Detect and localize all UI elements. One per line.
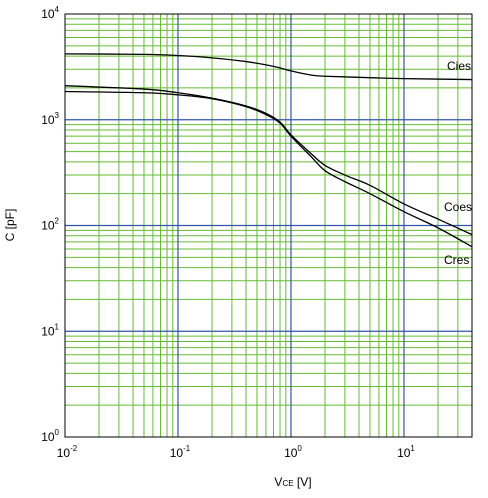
annotations: Cies Coes Cres: [444, 59, 472, 267]
x-tick-label: 10-1: [170, 444, 191, 460]
tick-exponent: -2: [70, 444, 78, 453]
series-label-coes: Coes: [444, 200, 472, 214]
x-tick-label: 10-2: [57, 444, 78, 460]
x-axis-label: VCE [V]: [274, 475, 311, 489]
tick-base: 10: [284, 446, 298, 460]
x-tick-label: 100: [284, 444, 302, 460]
tick-exponent: 2: [55, 217, 60, 226]
x-axis-label-subscript: CE: [282, 479, 293, 488]
tick-base: 10: [41, 113, 55, 127]
tick-base: 10: [41, 324, 55, 338]
tick-exponent: 4: [55, 5, 60, 14]
series-line-cres: [64, 90, 473, 248]
y-tick-label: 102: [41, 217, 59, 233]
tick-base: 10: [57, 446, 71, 460]
tick-base: 10: [397, 446, 411, 460]
y-tick-label: 104: [41, 5, 59, 21]
series-line-coes: [64, 85, 473, 236]
tick-exponent: 1: [55, 322, 60, 331]
x-axis-label-main: V: [274, 475, 282, 489]
tick-exponent: 3: [55, 111, 60, 120]
series-layer: [64, 53, 473, 248]
series-label-cres: Cres: [444, 253, 469, 267]
plot-frame: [64, 13, 473, 438]
tick-base: 10: [170, 446, 184, 460]
y-tick-label: 101: [41, 322, 59, 338]
tick-exponent: 0: [55, 428, 60, 437]
tick-base: 10: [41, 219, 55, 233]
x-tick-label: 101: [397, 444, 415, 460]
y-axis-label: C [pF]: [3, 209, 17, 242]
x-axis-label-unit: [V]: [294, 475, 312, 489]
series-label-cies: Cies: [447, 59, 471, 73]
tick-exponent: -1: [183, 444, 191, 453]
grid: [65, 14, 472, 437]
y-tick-label: 103: [41, 111, 59, 127]
tick-exponent: 0: [297, 444, 302, 453]
tick-base: 10: [41, 430, 55, 444]
tick-exponent: 1: [410, 444, 415, 453]
series-line-cies: [64, 53, 473, 81]
y-tick-label: 100: [41, 428, 59, 444]
tick-base: 10: [41, 7, 55, 21]
